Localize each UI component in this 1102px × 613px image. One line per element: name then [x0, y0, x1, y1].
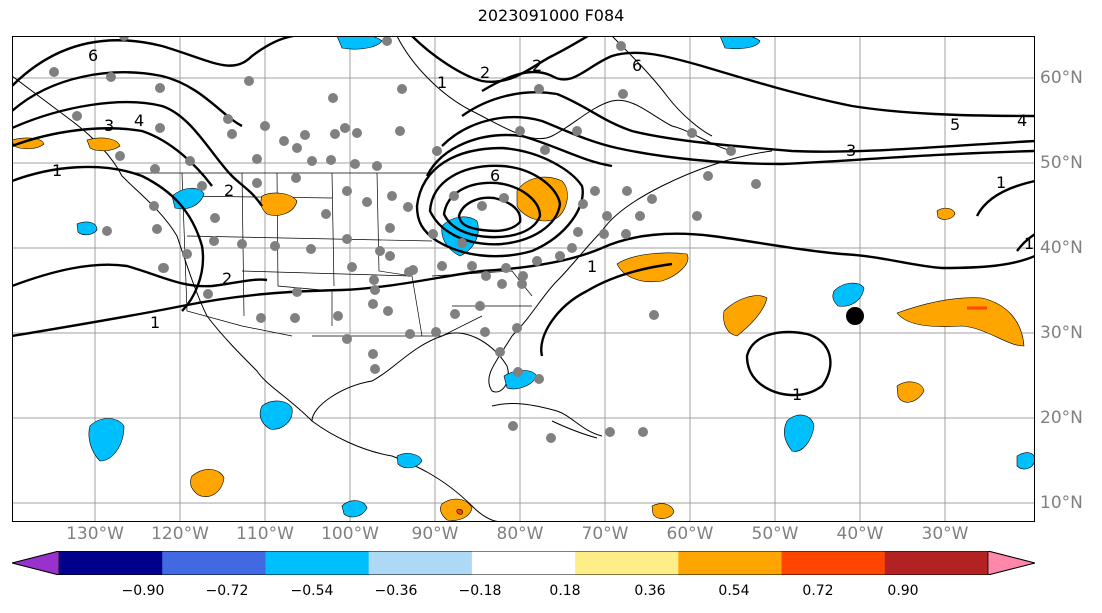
orange-blob-caribbean: [440, 498, 473, 521]
contour-label: 1: [792, 385, 802, 404]
orange-blob-east2: [936, 207, 956, 220]
contour-label: 2: [222, 269, 232, 288]
colorbar-segment: [59, 551, 163, 575]
lat-label: 30°N: [1040, 323, 1083, 343]
contour-label: 3: [104, 116, 114, 135]
contour-label: 4: [1017, 111, 1027, 130]
lon-label: 110°W: [236, 524, 294, 544]
colorbar-extend-high: [987, 551, 1035, 575]
colorbar-tick: −0.90: [121, 583, 165, 599]
contour-label: 5: [950, 115, 960, 134]
orange-blob-far-south: [651, 503, 675, 519]
contour-label: 1: [587, 257, 597, 276]
contour-label: 1: [1024, 234, 1034, 253]
map-title: 2023091000 F084: [477, 6, 625, 25]
lat-label: 40°N: [1040, 238, 1083, 258]
colorbar-segment: [884, 551, 989, 575]
blue-blob-north2: [719, 36, 761, 50]
colorbar-segment: [368, 551, 473, 575]
lon-label: 60°W: [666, 524, 714, 544]
colorbar-segment: [162, 551, 266, 575]
orange-blob-mid-atl: [723, 295, 768, 337]
colorbar-tick: 0.18: [549, 583, 581, 599]
colorbar-segment: [678, 551, 783, 575]
lat-label: 60°N: [1040, 68, 1083, 88]
contour-label: 6: [490, 166, 500, 185]
blue-blob-pacific2: [259, 400, 293, 430]
lon-label: 40°W: [836, 524, 884, 544]
colorbar-extend-low: [12, 551, 60, 575]
blue-blob-pacific1: [88, 418, 125, 462]
blue-blob-north1: [336, 36, 383, 50]
lat-label: 50°N: [1040, 153, 1083, 173]
contour-label: 4: [134, 111, 144, 130]
lon-label: 90°W: [411, 524, 459, 544]
colorbar-tick: −0.36: [374, 583, 418, 599]
contour-label: 1: [437, 73, 447, 92]
contour-label: 1: [996, 173, 1006, 192]
orange-blob-pacific: [190, 469, 225, 498]
contour-labels: 6 4 3 2 1 1 2 6 5 4 3 2 1 1 2 1 1 1 6: [52, 46, 1034, 404]
lon-label: 80°W: [496, 524, 544, 544]
colorbar-tick: 0.90: [887, 583, 919, 599]
contours: [12, 36, 1035, 397]
contour-label: 2: [224, 181, 234, 200]
blue-blob-atl-south: [783, 414, 815, 452]
colorbar-tick: −0.54: [290, 583, 334, 599]
colorbar-tick: 0.72: [802, 583, 834, 599]
orange-blob-nw2: [86, 137, 121, 152]
lon-label: 120°W: [151, 524, 209, 544]
lon-label: 100°W: [321, 524, 379, 544]
blue-blob-pacific3: [76, 221, 98, 236]
contour-label: 6: [88, 46, 98, 65]
colorbar-segment: [265, 551, 370, 575]
contour-label: 3: [846, 141, 856, 160]
colorbar-segment: [471, 551, 576, 575]
contour-label: 2: [480, 63, 490, 82]
colorbar-segment: [575, 551, 679, 575]
lon-label: 30°W: [921, 524, 969, 544]
contour-label: 1: [52, 161, 62, 180]
lon-label: 130°W: [66, 524, 124, 544]
colorbar-segment: [781, 551, 886, 575]
blue-blob-gulf2: [341, 500, 368, 518]
blue-blob-mex: [396, 453, 423, 469]
contour-label: 6: [632, 56, 642, 75]
lat-label: 20°N: [1040, 408, 1083, 428]
contour-label: 2: [532, 56, 542, 75]
station-dots: [49, 36, 761, 443]
lon-label: 50°W: [751, 524, 799, 544]
map-frame: [12, 36, 1035, 522]
colorbar: [12, 551, 1035, 575]
colorbar-tick: −0.72: [205, 583, 249, 599]
orange-blob-atlantic2: [896, 297, 1025, 347]
shaded-fields: [12, 36, 1035, 521]
blue-blob-mid-atl: [832, 282, 865, 307]
storm-marker: [846, 307, 864, 325]
lat-label: 10°N: [1040, 493, 1083, 513]
orange-blob-east: [896, 381, 925, 403]
orange-blob-nw: [12, 137, 45, 150]
colorbar-tick: 0.54: [718, 583, 750, 599]
colorbar-tick: −0.18: [458, 583, 502, 599]
contour-label: 1: [150, 313, 160, 332]
lon-label: 70°W: [581, 524, 629, 544]
red-dot-caribbean: [456, 508, 463, 515]
colorbar-tick: 0.36: [634, 583, 666, 599]
weather-map: 6 4 3 2 1 1 2 6 5 4 3 2 1 1 2 1 1 1 6: [12, 36, 1035, 522]
